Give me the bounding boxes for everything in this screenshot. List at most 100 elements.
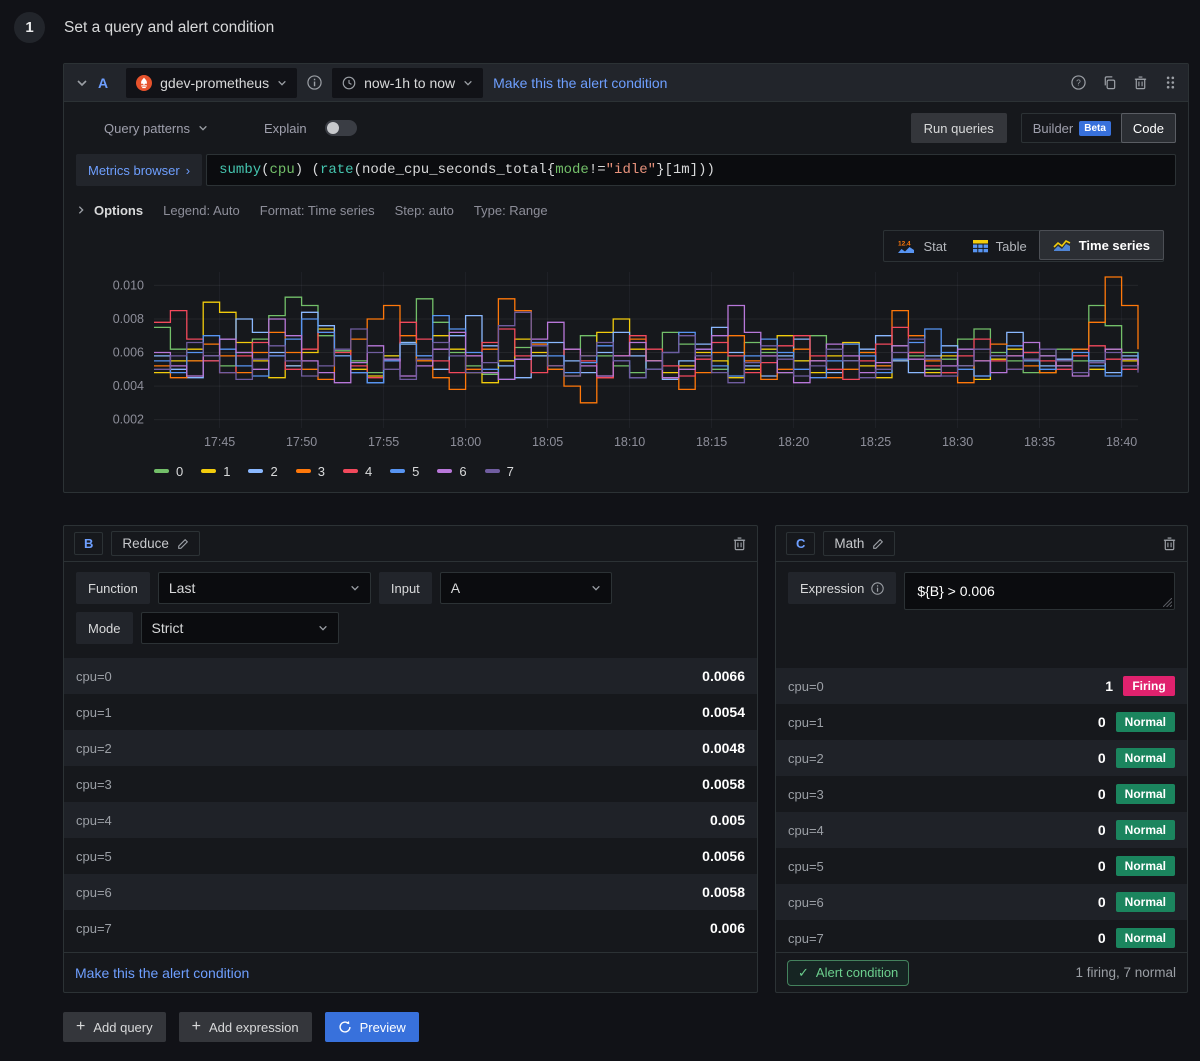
- function-select[interactable]: Last: [158, 572, 371, 604]
- table-row: cpu=50Normal: [776, 848, 1187, 884]
- delete-query-icon[interactable]: [1133, 75, 1148, 90]
- datasource-info-icon[interactable]: [307, 75, 322, 90]
- table-row: cpu=60.0058: [64, 874, 757, 910]
- svg-text:18:20: 18:20: [778, 435, 809, 449]
- input-label-chip: Input: [379, 572, 432, 604]
- metrics-browser-label: Metrics browser: [88, 163, 180, 178]
- make-alert-condition-link[interactable]: Make this the alert condition: [493, 75, 667, 91]
- options-row[interactable]: Options Legend: Auto Format: Time series…: [76, 198, 1176, 222]
- alert-condition-badge[interactable]: ✓ Alert condition: [787, 960, 909, 986]
- row-value: 0.0058: [702, 776, 745, 792]
- info-icon[interactable]: [871, 582, 884, 595]
- preview-button[interactable]: Preview: [325, 1012, 419, 1042]
- page: { "step": { "number": "1", "title": "Set…: [0, 0, 1200, 1061]
- expression-label-chip: Expression: [788, 572, 896, 604]
- pencil-icon: [177, 538, 189, 550]
- collapse-chevron-icon[interactable]: [76, 77, 88, 89]
- expression-segment: rate: [320, 162, 354, 178]
- row-value: 0: [1098, 822, 1106, 838]
- legend-item[interactable]: 4: [343, 464, 372, 479]
- expression-input[interactable]: ${B} > 0.006: [904, 572, 1175, 610]
- builder-tab[interactable]: Builder Beta: [1022, 114, 1122, 142]
- legend-label: 2: [270, 464, 277, 479]
- option-type: Type: Range: [474, 203, 548, 218]
- row-value: 0: [1098, 894, 1106, 910]
- row-value: 0: [1098, 858, 1106, 874]
- legend-item[interactable]: 3: [296, 464, 325, 479]
- status-badge: Firing: [1123, 676, 1175, 696]
- drag-handle-icon[interactable]: [1164, 75, 1176, 90]
- expression-type-label: Reduce: [122, 536, 169, 551]
- resize-handle-icon[interactable]: [1163, 598, 1172, 607]
- legend-swatch: [343, 469, 358, 473]
- expression-type-button[interactable]: Math: [823, 531, 895, 556]
- viz-tab-table-label: Table: [996, 239, 1027, 254]
- check-icon: ✓: [798, 965, 809, 981]
- expression-type-button[interactable]: Reduce: [111, 531, 200, 556]
- row-label: cpu=1: [76, 705, 112, 720]
- explain-toggle[interactable]: [325, 120, 357, 136]
- query-patterns-dropdown[interactable]: Query patterns: [104, 121, 208, 136]
- math-footer: ✓ Alert condition 1 firing, 7 normal: [776, 952, 1187, 992]
- legend-item[interactable]: 5: [390, 464, 419, 479]
- expression-segment: (: [261, 162, 269, 178]
- code-tab[interactable]: Code: [1121, 113, 1176, 143]
- add-query-label: Add query: [93, 1020, 152, 1035]
- row-value: 0: [1098, 930, 1106, 946]
- viz-tab-stat[interactable]: 12.4 Stat: [884, 231, 959, 261]
- legend-swatch: [437, 469, 452, 473]
- metrics-browser-button[interactable]: Metrics browser ›: [76, 154, 202, 186]
- datasource-picker[interactable]: gdev-prometheus: [126, 68, 297, 98]
- duplicate-query-icon[interactable]: [1102, 75, 1117, 90]
- input-select[interactable]: A: [440, 572, 612, 604]
- chevron-down-icon: [463, 78, 473, 88]
- reduce-result-rows: cpu=00.0066cpu=10.0054cpu=20.0048cpu=30.…: [64, 658, 757, 946]
- clock-icon: [342, 76, 356, 90]
- add-query-button[interactable]: + Add query: [63, 1012, 166, 1042]
- legend-label: 4: [365, 464, 372, 479]
- viz-tab-table[interactable]: Table: [960, 231, 1040, 261]
- add-expression-button[interactable]: + Add expression: [179, 1012, 312, 1042]
- query-ref: A: [98, 75, 108, 91]
- time-range-picker[interactable]: now-1h to now: [332, 68, 483, 98]
- legend-item[interactable]: 1: [201, 464, 230, 479]
- help-icon[interactable]: ?: [1071, 75, 1086, 90]
- expression-segment: cpu: [270, 162, 295, 178]
- svg-text:18:10: 18:10: [614, 435, 645, 449]
- viz-switcher: 12.4 Stat Table Time series: [76, 230, 1164, 262]
- time-series-chart[interactable]: 0.0020.0040.0060.0080.01017:4517:5017:55…: [76, 266, 1172, 462]
- legend-item[interactable]: 0: [154, 464, 183, 479]
- expression-segment: by: [244, 162, 261, 178]
- query-header: A gdev-prometheus now-1h to now Make thi…: [64, 64, 1188, 102]
- table-row: cpu=70.006: [64, 910, 757, 946]
- svg-text:18:25: 18:25: [860, 435, 891, 449]
- row-value: 1: [1105, 678, 1113, 694]
- table-row: cpu=20.0048: [64, 730, 757, 766]
- expression-segment: ) (: [295, 162, 320, 178]
- table-row: cpu=00.0066: [64, 658, 757, 694]
- legend-item[interactable]: 7: [485, 464, 514, 479]
- query-expression[interactable]: sum by (cpu) (rate(node_cpu_seconds_tota…: [206, 154, 1176, 186]
- delete-expression-icon[interactable]: [1162, 536, 1177, 551]
- math-header: C Math: [776, 526, 1187, 562]
- beta-badge: Beta: [1079, 121, 1111, 136]
- query-patterns-label: Query patterns: [104, 121, 190, 136]
- table-row: cpu=30.0058: [64, 766, 757, 802]
- legend-item[interactable]: 2: [248, 464, 277, 479]
- mode-select[interactable]: Strict: [141, 612, 339, 644]
- make-alert-condition-link-b[interactable]: Make this the alert condition: [75, 965, 249, 981]
- run-queries-button[interactable]: Run queries: [911, 113, 1007, 143]
- time-range-value: now-1h to now: [364, 75, 455, 91]
- row-label: cpu=1: [788, 715, 824, 730]
- viz-tab-timeseries[interactable]: Time series: [1039, 230, 1164, 260]
- preview-label: Preview: [360, 1020, 406, 1035]
- bottom-actions: + Add query + Add expression Preview: [63, 1012, 419, 1042]
- query-header-actions: ?: [1071, 75, 1176, 90]
- svg-text:17:55: 17:55: [368, 435, 399, 449]
- legend-item[interactable]: 6: [437, 464, 466, 479]
- table-row: cpu=20Normal: [776, 740, 1187, 776]
- svg-text:18:40: 18:40: [1106, 435, 1137, 449]
- row-value: 0.0048: [702, 740, 745, 756]
- mode-label-chip: Mode: [76, 612, 133, 644]
- delete-expression-icon[interactable]: [732, 536, 747, 551]
